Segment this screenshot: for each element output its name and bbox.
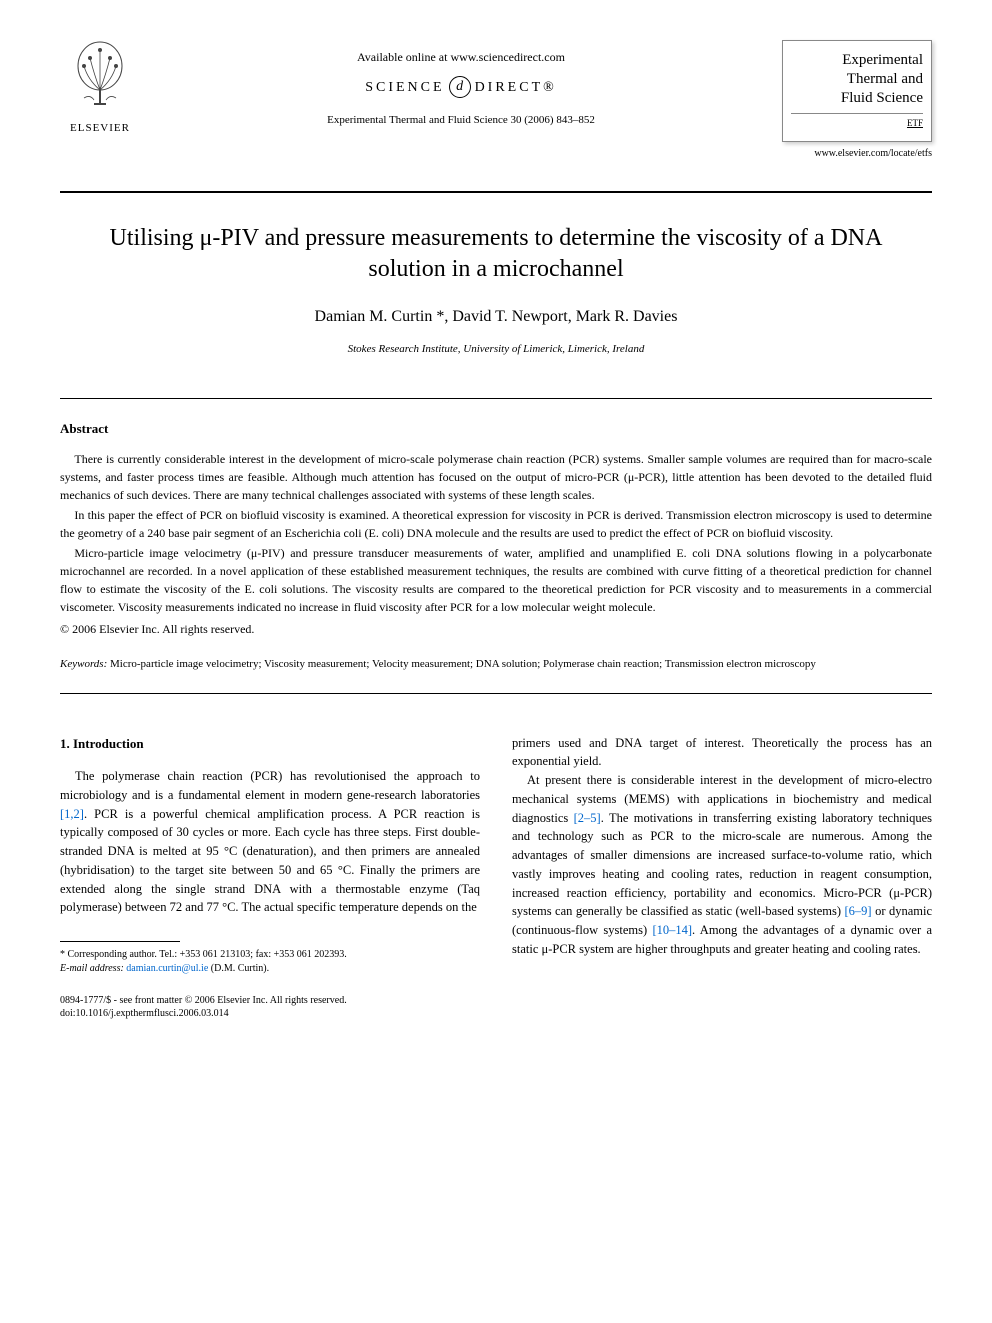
abstract-section: Abstract There is currently considerable…	[60, 398, 932, 639]
corr-text: * Corresponding author. Tel.: +353 061 2…	[60, 949, 347, 960]
affiliation: Stokes Research Institute, University of…	[60, 341, 932, 358]
p2b: . The motivations in transferring existi…	[512, 811, 932, 919]
journal-reference: Experimental Thermal and Fluid Science 3…	[140, 112, 782, 129]
keywords-label: Keywords:	[60, 658, 107, 670]
p1a: The polymerase chain reaction (PCR) has …	[60, 769, 480, 802]
col2-p2: At present there is considerable interes…	[512, 771, 932, 959]
abstract-p3-text: Micro-particle image velocimetry (μ-PIV)…	[60, 546, 932, 614]
ref-link-4[interactable]: [10–14]	[652, 923, 692, 937]
column-left: 1. Introduction The polymerase chain rea…	[60, 734, 480, 1021]
keywords: Keywords: Micro-particle image velocimet…	[60, 656, 932, 694]
ref-link-1[interactable]: [1,2]	[60, 807, 84, 821]
journal-box-etf: ETF	[791, 113, 923, 131]
footer: 0894-1777/$ - see front matter © 2006 El…	[60, 994, 480, 1020]
journal-url: www.elsevier.com/locate/etfs	[782, 146, 932, 161]
col2-p1: primers used and DNA target of interest.…	[512, 734, 932, 772]
intro-p1: The polymerase chain reaction (PCR) has …	[60, 767, 480, 917]
sd-left: SCIENCE	[365, 77, 444, 98]
email-label: E-mail address:	[60, 963, 124, 974]
jb-line3: Fluid Science	[841, 90, 923, 106]
available-online: Available online at www.sciencedirect.co…	[140, 48, 782, 66]
etf-text: ETF	[907, 118, 923, 128]
ref-link-2[interactable]: [2–5]	[574, 811, 601, 825]
ref-link-3[interactable]: [6–9]	[845, 904, 872, 918]
jb-line2: Thermal and	[847, 71, 923, 87]
abstract-p1: There is currently considerable interest…	[60, 450, 932, 504]
authors: Damian M. Curtin *, David T. Newport, Ma…	[60, 305, 932, 329]
journal-box: Experimental Thermal and Fluid Science E…	[782, 40, 932, 142]
sd-right: DIRECT®	[475, 77, 557, 98]
sd-d-icon: d	[449, 76, 471, 98]
divider-thick	[60, 191, 932, 193]
abstract-p3: Micro-particle image velocimetry (μ-PIV)…	[60, 544, 932, 616]
jb-line1: Experimental	[842, 52, 923, 68]
sciencedirect-logo: SCIENCE d DIRECT®	[365, 76, 557, 98]
abstract-p2: In this paper the effect of PCR on biofl…	[60, 506, 932, 542]
email-link[interactable]: damian.curtin@ul.ie	[126, 963, 208, 974]
article-title: Utilising μ-PIV and pressure measurement…	[100, 223, 892, 285]
column-right: primers used and DNA target of interest.…	[512, 734, 932, 1021]
body-columns: 1. Introduction The polymerase chain rea…	[60, 734, 932, 1021]
header-row: ELSEVIER Available online at www.science…	[60, 40, 932, 181]
elsevier-logo: ELSEVIER	[60, 40, 140, 136]
header-center: Available online at www.sciencedirect.co…	[140, 40, 782, 133]
elsevier-label: ELSEVIER	[60, 120, 140, 137]
footer-line2: doi:10.1016/j.expthermflusci.2006.03.014	[60, 1007, 480, 1020]
keywords-text: Micro-particle image velocimetry; Viscos…	[107, 658, 816, 670]
copyright: © 2006 Elsevier Inc. All rights reserved…	[60, 620, 932, 638]
journal-box-wrap: Experimental Thermal and Fluid Science E…	[782, 40, 932, 181]
intro-heading: 1. Introduction	[60, 734, 480, 754]
footnote-separator	[60, 941, 180, 942]
abstract-p2-text: In this paper the effect of PCR on biofl…	[60, 508, 932, 540]
email-suffix: (D.M. Curtin).	[208, 963, 269, 974]
journal-box-title: Experimental Thermal and Fluid Science	[791, 51, 923, 107]
abstract-heading: Abstract	[60, 419, 932, 439]
p1b: . PCR is a powerful chemical amplificati…	[60, 807, 480, 915]
elsevier-tree-icon	[70, 40, 130, 110]
footnote-corresponding: * Corresponding author. Tel.: +353 061 2…	[60, 948, 480, 976]
footer-line1: 0894-1777/$ - see front matter © 2006 El…	[60, 994, 480, 1007]
